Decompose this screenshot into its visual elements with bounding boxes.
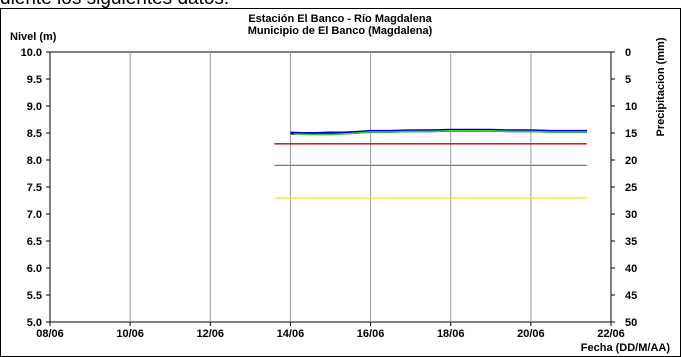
document-text-fragment: diente los siguientes datos. (0, 0, 229, 9)
y-tick-label: 8.5 (27, 128, 42, 140)
x-tick-label: 12/06 (197, 328, 225, 340)
y2-tick-label: 5 (625, 74, 631, 86)
y-tick-label: 7.5 (27, 182, 42, 194)
x-tick-label: 16/06 (357, 328, 385, 340)
y2-tick-label: 15 (625, 128, 637, 140)
y-tick-label: 10.0 (21, 47, 42, 59)
y2-tick-label: 20 (625, 155, 637, 167)
x-tick-label: 14/06 (277, 328, 305, 340)
x-tick-label: 18/06 (437, 328, 465, 340)
axes-layer: 08/06 10/06 12/06 14/06 16/06 18/06 20/06 22/06… (21, 47, 638, 340)
y-tick-label: 9.0 (27, 101, 42, 113)
y2-tick-label: 50 (625, 317, 637, 329)
x-tick-label: 20/06 (517, 328, 545, 340)
grid-layer (129, 52, 532, 322)
y-tick-label: 6.0 (27, 263, 42, 275)
y2-tick-label: 45 (625, 290, 637, 302)
y-tick-label: 6.5 (27, 236, 42, 248)
y-tick-label: 8.0 (27, 155, 42, 167)
y-axis-title: Nivel (m) (10, 31, 57, 43)
series-layer (290, 128, 587, 136)
series-line (294, 130, 587, 136)
y-tick-label: 9.5 (27, 74, 42, 86)
y2-tick-label: 30 (625, 209, 637, 221)
y2-axis-title: Precipitacion (mm) (655, 37, 667, 136)
y2-tick-label: 40 (625, 263, 637, 275)
x-tick-label: 22/06 (597, 328, 625, 340)
chart-subtitle: Municipio de El Banco (Magdalena) (248, 25, 433, 37)
y-tick-label: 5.5 (27, 290, 42, 302)
y2-tick-label: 25 (625, 182, 637, 194)
y2-tick-label: 35 (625, 236, 637, 248)
chart-title: Estación El Banco - Río Magdalena (248, 13, 432, 25)
y-tick-label: 5.0 (27, 317, 42, 329)
y-tick-label: 7.0 (27, 209, 42, 221)
y2-tick-label: 10 (625, 101, 637, 113)
y2-tick-label: 0 (625, 47, 631, 59)
x-tick-label: 08/06 (36, 328, 64, 340)
reference-lines (274, 143, 587, 199)
x-tick-label: 10/06 (116, 328, 144, 340)
plot-area (49, 51, 612, 323)
x-axis-title: Fecha (DD/M/AA) (581, 342, 671, 354)
